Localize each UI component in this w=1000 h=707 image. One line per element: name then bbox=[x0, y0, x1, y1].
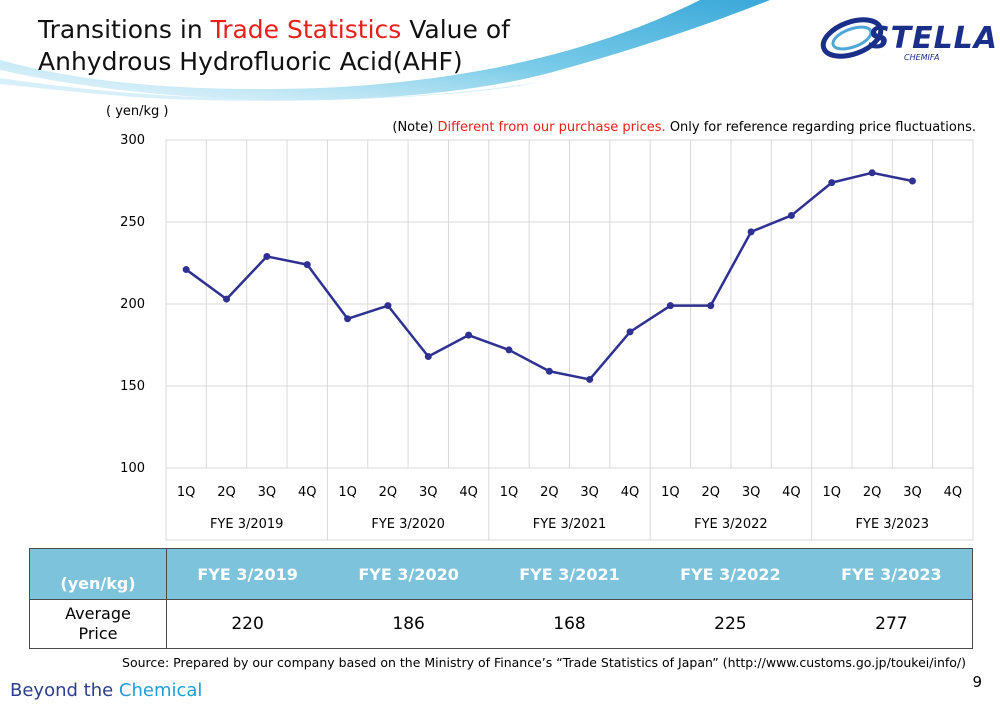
table-cell: 168 bbox=[489, 599, 650, 649]
data-point bbox=[263, 252, 271, 260]
note-suffix: Only for reference regarding price fluct… bbox=[665, 120, 976, 135]
table-cell: 277 bbox=[810, 599, 973, 649]
data-point bbox=[747, 228, 755, 236]
table-header: FYE 3/2019 bbox=[166, 548, 329, 600]
chart-note: (Note) Different from our purchase price… bbox=[392, 120, 976, 135]
data-point bbox=[384, 302, 392, 310]
x-group-label: FYE 3/2019 bbox=[210, 517, 284, 532]
x-tick-label: 2Q bbox=[863, 485, 882, 500]
x-group-label: FYE 3/2022 bbox=[694, 517, 768, 532]
y-tick-label: 150 bbox=[120, 379, 145, 394]
row-label-line1: Average bbox=[65, 604, 131, 623]
data-point bbox=[666, 302, 674, 310]
row-label: Average Price bbox=[29, 599, 167, 649]
header-swoosh bbox=[0, 0, 770, 101]
data-point bbox=[868, 169, 876, 177]
x-tick-label: 4Q bbox=[298, 485, 317, 500]
data-point bbox=[424, 352, 432, 360]
page-title: Transitions in Trade Statistics Value of… bbox=[38, 14, 510, 78]
x-tick-label: 4Q bbox=[621, 485, 640, 500]
y-tick-label: 250 bbox=[120, 215, 145, 230]
data-point bbox=[182, 266, 190, 274]
title-line2: Anhydrous Hydrofluoric Acid(AHF) bbox=[38, 47, 463, 76]
brand-tagline: Beyond the Chemical bbox=[10, 680, 202, 701]
x-tick-label: 1Q bbox=[500, 485, 519, 500]
title-text-pre: Transitions in bbox=[38, 15, 211, 44]
title-highlight: Trade Statistics bbox=[210, 15, 402, 44]
data-point bbox=[223, 295, 231, 303]
data-point bbox=[344, 315, 352, 323]
data-point bbox=[626, 328, 634, 336]
x-tick-label: 2Q bbox=[217, 485, 236, 500]
table-header: FYE 3/2021 bbox=[489, 548, 650, 600]
x-tick-label: 2Q bbox=[379, 485, 398, 500]
y-tick-label: 100 bbox=[120, 461, 145, 476]
x-group-label: FYE 3/2021 bbox=[533, 517, 607, 532]
source-note: Source: Prepared by our company based on… bbox=[122, 655, 966, 670]
average-price-table: (yen/kg) FYE 3/2019 FYE 3/2020 FYE 3/202… bbox=[29, 548, 973, 649]
data-point bbox=[828, 179, 836, 187]
data-point bbox=[465, 331, 473, 339]
y-tick-label: 200 bbox=[120, 297, 145, 312]
x-group-label: FYE 3/2023 bbox=[856, 517, 930, 532]
x-tick-label: 1Q bbox=[338, 485, 357, 500]
x-tick-label: 4Q bbox=[944, 485, 963, 500]
row-label-line2: Price bbox=[78, 624, 118, 643]
data-point bbox=[707, 302, 715, 310]
table-header: FYE 3/2023 bbox=[810, 548, 973, 600]
x-tick-label: 3Q bbox=[580, 485, 599, 500]
table-unit-label: (yen/kg) bbox=[29, 548, 167, 600]
y-axis-unit: ( yen/kg ) bbox=[106, 104, 169, 119]
data-point bbox=[303, 261, 311, 269]
logo-subtext: CHEMIFA bbox=[904, 53, 940, 62]
x-tick-label: 3Q bbox=[742, 485, 761, 500]
stella-chemifa-logo: STELLA CHEMIFA bbox=[820, 17, 996, 62]
note-warning: Different from our purchase prices. bbox=[437, 120, 666, 135]
table-header: FYE 3/2022 bbox=[649, 548, 811, 600]
x-tick-label: 4Q bbox=[459, 485, 478, 500]
table-header: FYE 3/2020 bbox=[328, 548, 490, 600]
data-point bbox=[787, 211, 795, 219]
brand-highlight: Chemical bbox=[118, 680, 203, 701]
table-cell: 225 bbox=[649, 599, 811, 649]
brand-text: Beyond the bbox=[10, 680, 119, 701]
x-tick-label: 3Q bbox=[258, 485, 277, 500]
x-group-label: FYE 3/2020 bbox=[371, 517, 445, 532]
table-cell: 220 bbox=[166, 599, 329, 649]
title-text-post: Value of bbox=[401, 15, 510, 44]
data-point bbox=[908, 177, 916, 185]
x-tick-label: 4Q bbox=[782, 485, 801, 500]
x-tick-label: 2Q bbox=[540, 485, 559, 500]
logo-text: STELLA bbox=[868, 21, 996, 56]
table-row: Average Price 220 186 168 225 277 bbox=[29, 599, 973, 649]
note-prefix: (Note) bbox=[392, 120, 438, 135]
x-tick-label: 1Q bbox=[661, 485, 680, 500]
table-header-row: (yen/kg) FYE 3/2019 FYE 3/2020 FYE 3/202… bbox=[29, 548, 973, 600]
x-tick-label: 3Q bbox=[903, 485, 922, 500]
price-line-chart: 100 150 200 250 300 1Q 2Q 3Q 4Q FYE 3/2019 1Q 2Q 3Q 4… bbox=[120, 133, 974, 541]
x-tick-label: 1Q bbox=[823, 485, 842, 500]
x-tick-label: 2Q bbox=[701, 485, 720, 500]
x-tick-label: 3Q bbox=[419, 485, 438, 500]
page-number: 9 bbox=[972, 673, 982, 691]
x-tick-label: 1Q bbox=[177, 485, 196, 500]
data-point bbox=[505, 346, 513, 354]
data-point bbox=[586, 375, 594, 383]
y-tick-label: 300 bbox=[120, 133, 145, 148]
table-cell: 186 bbox=[328, 599, 490, 649]
data-point bbox=[545, 367, 553, 375]
